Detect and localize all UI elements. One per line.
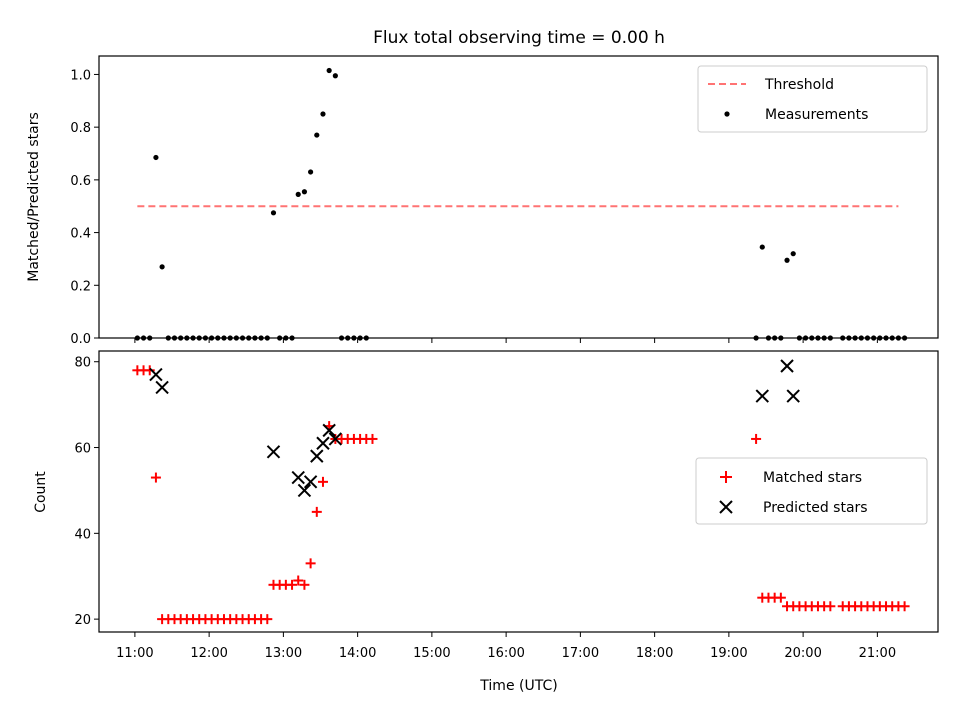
matched-legend-swatch: [720, 471, 732, 483]
matched-star-point: [317, 476, 328, 487]
count-x-tick-label: 18:00: [636, 646, 673, 661]
count-x-tick-label: 11:00: [116, 646, 153, 661]
count-x-tick-label: 13:00: [265, 646, 302, 661]
count-legend: Matched stars Predicted stars: [695, 457, 928, 525]
measurement-point: [784, 257, 790, 263]
measurements-legend-swatch: [724, 111, 730, 117]
predicted-star-point: [755, 389, 769, 403]
matched-star-point: [305, 558, 316, 569]
ratio-y-tick-label: 0.4: [70, 227, 91, 242]
predicted-star-point: [291, 470, 305, 485]
matched-star-point: [262, 614, 273, 625]
matched-star-point: [299, 579, 310, 590]
ratio-axes-frame: [98, 55, 939, 339]
count-y-axis: 20 40 60 80: [74, 356, 99, 628]
predicted-star-point: [316, 436, 330, 450]
ratio-x-axis: [134, 338, 878, 343]
measurement-point: [295, 191, 301, 197]
count-y-axis-label: Count: [33, 471, 49, 513]
count-x-tick-label: 16:00: [487, 646, 524, 661]
predicted-star-point: [310, 449, 324, 463]
matched-star-point: [899, 601, 910, 612]
count-y-tick-label: 80: [74, 356, 91, 371]
ratio-y-axis-label: Matched/Predicted stars: [26, 112, 42, 282]
count-legend-box: [695, 457, 928, 525]
ratio-y-axis: 0.0 0.2 0.4 0.6 0.8 1.0: [70, 68, 99, 347]
measurements-legend-label: Measurements: [765, 107, 868, 123]
matched-star-point: [150, 472, 161, 483]
count-x-tick-label: 15:00: [413, 646, 450, 661]
measurement-point: [301, 189, 308, 195]
measurement-point: [270, 210, 277, 216]
matched-star-point: [775, 592, 786, 603]
predicted-star-point: [149, 367, 163, 382]
count-x-axis: 11:00 12:00 13:00 14:00 15:00 16:00 17:00 18:00…: [116, 632, 896, 661]
matched-star-point: [825, 601, 836, 612]
measurement-point: [320, 111, 326, 117]
count-x-tick-label: 21:00: [859, 646, 896, 661]
ratio-legend-box: [697, 65, 928, 133]
matched-star-point: [751, 433, 762, 444]
measurement-point: [326, 67, 332, 74]
predicted-star-point: [328, 432, 343, 446]
measurement-point: [332, 73, 338, 79]
measurement-point: [314, 132, 320, 138]
count-axes-frame: [98, 350, 939, 633]
predicted-star-point: [786, 389, 800, 403]
measurement-point: [759, 244, 765, 250]
ratio-y-tick-label: 0.6: [70, 174, 91, 189]
measurement-point: [308, 169, 314, 175]
matched-star-point: [367, 433, 378, 444]
measurement-point: [790, 251, 796, 257]
count-x-axis-label: Time (UTC): [479, 678, 557, 694]
count-x-tick-label: 19:00: [710, 646, 747, 661]
predicted-star-point: [780, 359, 794, 373]
count-x-tick-label: 17:00: [562, 646, 599, 661]
count-plot-area: [132, 359, 910, 625]
predicted-star-point: [297, 483, 312, 498]
measurement-point: [153, 154, 159, 161]
predicted-star-point: [303, 475, 318, 489]
ratio-y-tick-label: 0.0: [70, 332, 91, 347]
matched-legend-label: Matched stars: [763, 470, 862, 486]
predicted-star-point: [322, 423, 336, 438]
ratio-y-tick-label: 0.2: [70, 279, 91, 294]
matched-star-point: [293, 575, 304, 586]
ratio-panel: 0.0 0.2 0.4 0.6 0.8 1.0 Matched/Predicted sta…: [26, 55, 939, 347]
predicted-star-point: [266, 445, 281, 459]
predicted-legend-swatch: [719, 500, 733, 514]
matched-star-point: [311, 506, 322, 517]
ratio-y-tick-label: 0.8: [70, 121, 91, 136]
chart-title: Flux total observing time = 0.00 h: [373, 28, 665, 48]
ratio-legend: Threshold Measurements: [697, 65, 928, 133]
matched-star-point: [287, 579, 298, 590]
matched-star-point: [144, 365, 155, 376]
measurement-point: [159, 264, 165, 270]
count-x-tick-label: 14:00: [339, 646, 376, 661]
ratio-y-tick-label: 1.0: [70, 68, 91, 83]
count-y-tick-label: 40: [74, 527, 91, 542]
predicted-star-point: [155, 380, 169, 395]
count-x-tick-label: 20:00: [784, 646, 821, 661]
count-y-tick-label: 60: [74, 442, 91, 457]
predicted-legend-label: Predicted stars: [763, 500, 868, 516]
count-y-tick-label: 20: [74, 613, 91, 628]
threshold-legend-label: Threshold: [764, 77, 834, 93]
count-x-tick-label: 12:00: [190, 646, 227, 661]
